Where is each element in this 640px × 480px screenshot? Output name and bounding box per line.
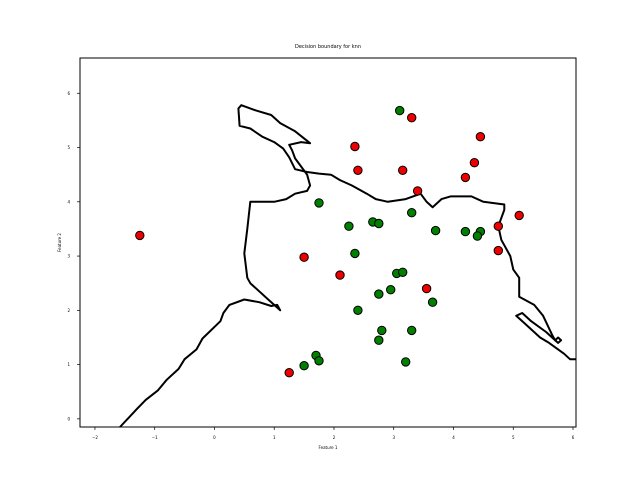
point-1-7 xyxy=(460,226,471,237)
y-tick-label-4: 4 xyxy=(67,199,70,204)
point-0-3 xyxy=(353,165,363,176)
x-tick-label-0: 0 xyxy=(213,435,216,440)
point-1-0 xyxy=(395,105,405,116)
point-1-18 xyxy=(407,325,417,336)
point-1-14 xyxy=(386,285,396,295)
point-0-9 xyxy=(299,252,309,262)
point-0-15 xyxy=(284,368,294,378)
point-1-17 xyxy=(377,325,387,336)
point-1-1 xyxy=(314,198,324,208)
scatter-points xyxy=(135,105,524,378)
y-tick-label-3: 3 xyxy=(67,254,70,259)
point-1-9 xyxy=(472,231,483,241)
point-1-4 xyxy=(374,218,384,229)
point-1-2 xyxy=(344,221,354,231)
point-0-0 xyxy=(407,113,417,123)
x-tick-label-5: 5 xyxy=(512,435,515,440)
y-tick-label-1: 1 xyxy=(67,362,70,367)
plot-area xyxy=(79,57,577,428)
point-0-5 xyxy=(469,158,480,168)
x-axis: −2 −1 0 1 2 3 4 5 6 xyxy=(92,427,575,440)
y-tick-label-5: 5 xyxy=(67,145,70,150)
x-axis-label: Feature 1 xyxy=(319,445,338,450)
point-0-4 xyxy=(398,165,408,176)
point-0-12 xyxy=(514,210,524,221)
point-1-6 xyxy=(430,225,441,236)
point-1-19 xyxy=(374,335,384,345)
point-0-10 xyxy=(335,270,345,280)
point-0-13 xyxy=(493,245,503,256)
point-0-2 xyxy=(475,132,486,142)
chart-title: Decision boundary for knn xyxy=(295,44,361,50)
point-0-14 xyxy=(421,283,432,294)
boundary-line-0 xyxy=(119,104,576,428)
point-1-23 xyxy=(401,357,411,367)
y-tick-label-2: 2 xyxy=(67,308,70,313)
x-tick-label--2: −2 xyxy=(92,435,98,440)
decision-boundary xyxy=(119,104,576,428)
x-tick-label-4: 4 xyxy=(452,435,455,440)
x-tick-label-3: 3 xyxy=(392,435,395,440)
point-1-15 xyxy=(427,297,438,307)
y-axis-label: Feature 2 xyxy=(57,233,62,252)
x-tick-label-2: 2 xyxy=(333,435,336,440)
point-0-8 xyxy=(135,230,145,241)
point-1-5 xyxy=(407,208,417,218)
point-0-1 xyxy=(350,141,360,152)
point-0-7 xyxy=(412,186,423,196)
boundary-line-1 xyxy=(554,336,563,344)
y-axis: 0 1 2 3 4 5 6 xyxy=(67,91,80,421)
y-tick-label-0: 0 xyxy=(67,416,70,421)
point-0-11 xyxy=(493,221,503,231)
point-1-22 xyxy=(299,361,309,371)
point-0-6 xyxy=(460,172,471,183)
y-tick-label-6: 6 xyxy=(67,91,70,96)
point-1-12 xyxy=(398,267,408,277)
point-1-13 xyxy=(374,289,384,299)
point-1-10 xyxy=(350,248,360,259)
x-tick-label-1: 1 xyxy=(273,435,276,440)
point-1-21 xyxy=(314,356,324,366)
x-tick-label-6: 6 xyxy=(572,435,575,440)
x-tick-label--1: −1 xyxy=(152,435,158,440)
point-1-16 xyxy=(353,305,363,315)
